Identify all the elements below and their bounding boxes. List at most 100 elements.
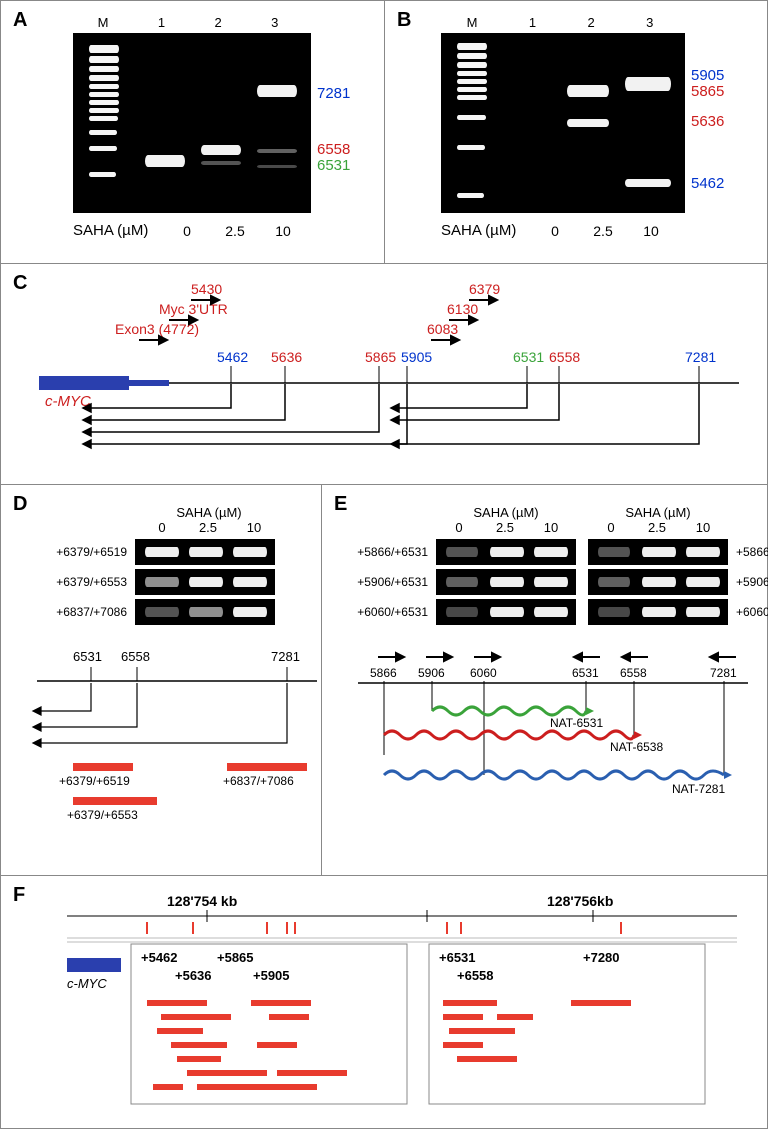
annot-5905: 5905 [691,67,724,84]
svg-text:+6379/+6553: +6379/+6553 [67,808,138,822]
header-text: SAHA (µM) [436,505,576,520]
annot-5462: 5462 [691,175,724,192]
annot-6531: 6531 [317,157,350,174]
panel-d-schematic: 6531 6558 7281 +6379/+6519 +6837/+7086 [27,641,327,841]
gel-row: +5906/+6558 [588,569,768,595]
hval: 0 [436,520,482,535]
mini-gel [588,599,728,625]
panel-f-label: F [13,884,25,907]
axis-label: SAHA (µM) [441,222,531,239]
panel-d-label: D [13,493,27,516]
lane-2: 2 [214,15,221,30]
panel-c-label: C [13,272,27,295]
scale-right: 128'756kb [547,893,613,909]
lane-1: 1 [529,15,536,30]
mini-gel [436,569,576,595]
band [625,179,671,187]
svg-text:7281: 7281 [685,349,716,365]
svg-text:NAT-6531: NAT-6531 [550,716,603,730]
lane-m: M [467,15,478,30]
panel-d: D SAHA (µM) 0 2.5 10 +6379/+6519 +6379/+… [1,485,321,875]
svg-text:5866: 5866 [370,666,397,680]
row-label: +5906/+6531 [338,575,428,589]
panel-f-diagram: 128'754 kb 128'756kb [37,888,757,1118]
panel-a-lane-labels: M 1 2 3 [73,15,303,30]
svg-text:c-MYC: c-MYC [67,976,107,991]
svg-text:6558: 6558 [620,666,647,680]
primer-6379: 6379 [469,281,500,297]
row-label: +6837/+7086 [27,605,127,619]
svg-text:+6531: +6531 [439,950,476,965]
hval: 2.5 [482,520,528,535]
row-c: C 5430 Myc 3'UTR Exon3 (4772) 6379 6130 … [1,264,767,485]
primer-myc3utr: Myc 3'UTR [159,301,228,317]
lane-2: 2 [587,15,594,30]
annot-5865: 5865 [691,83,724,100]
header-text: SAHA (µM) [139,505,279,520]
row-label: +5866/+6531 [338,545,428,559]
hval: 10 [528,520,574,535]
band [257,165,297,168]
panel-a-axis: SAHA (µM) 0 2.5 10 [73,222,372,239]
svg-text:6060: 6060 [470,666,497,680]
panel-e: E SAHA (µM) 0 2.5 10 +5866/+6531 +5906/+… [321,485,768,875]
svg-text:+5865: +5865 [217,950,254,965]
row-label: +6060/+6531 [338,605,428,619]
panel-b-lane-labels: M 1 2 3 [441,15,679,30]
hdrL: SAHA (µM) [436,505,576,520]
primer-6130: 6130 [447,301,478,317]
svg-text:NAT-6538: NAT-6538 [610,740,663,754]
annot-6558: 6558 [317,141,350,158]
lane-3: 3 [271,15,278,30]
panel-a-label: A [13,9,27,32]
panel-c: C 5430 Myc 3'UTR Exon3 (4772) 6379 6130 … [1,264,767,484]
row-ab: A M 1 2 3 [1,1,767,264]
mini-gel [135,569,275,595]
hval: 10 [680,520,726,535]
scale-left: 128'754 kb [167,893,237,909]
hvR: 0 2.5 10 [588,520,768,535]
header-text: SAHA (µM) [588,505,728,520]
svg-text:5636: 5636 [271,349,302,365]
band [201,161,241,165]
panel-e-label: E [334,493,347,516]
svg-text:+5462: +5462 [141,950,178,965]
svg-text:5906: 5906 [418,666,445,680]
gel-row: +6060/+6531 [338,599,576,625]
band [567,119,609,127]
axis-val: 2.5 [579,223,627,239]
primer-6083: 6083 [427,321,458,337]
svg-text:+6379/+6519: +6379/+6519 [59,774,130,788]
panel-a-gel [73,33,311,213]
panel-d-hvals: 0 2.5 10 [139,520,309,535]
band [257,85,297,97]
hval: 2.5 [185,520,231,535]
row-label: +6379/+6519 [27,545,127,559]
axis-val: 0 [163,223,211,239]
primer-exon3: Exon3 (4772) [115,321,199,337]
svg-text:+6558: +6558 [457,968,494,983]
axis-label: SAHA (µM) [73,222,163,239]
svg-text:7281: 7281 [710,666,737,680]
axis-val: 0 [531,223,579,239]
svg-text:5905: 5905 [401,349,432,365]
ladder [89,45,119,177]
row-label: +6379/+6553 [27,575,127,589]
band [567,85,609,97]
gel-row: +6837/+7086 [27,599,309,625]
panel-c-diagram: 5430 Myc 3'UTR Exon3 (4772) 6379 6130 60… [19,276,749,476]
panel-e-schematic: 5866 5906 6060 6531 6558 7281 [338,647,758,827]
svg-text:6531: 6531 [572,666,599,680]
svg-text:6531: 6531 [513,349,544,365]
svg-text:+5636: +5636 [175,968,212,983]
annot-5636: 5636 [691,113,724,130]
gel-row: +6060/+6558 [588,599,768,625]
row-label: +5906/+6558 [736,575,768,589]
gel-row: +5866/+6558 [588,539,768,565]
band [257,149,297,153]
svg-text:+6837/+7086: +6837/+7086 [223,774,294,788]
gel-row: +5866/+6531 [338,539,576,565]
gel-row: +5906/+6531 [338,569,576,595]
row-label: +5866/+6558 [736,545,768,559]
axis-val: 10 [627,223,675,239]
